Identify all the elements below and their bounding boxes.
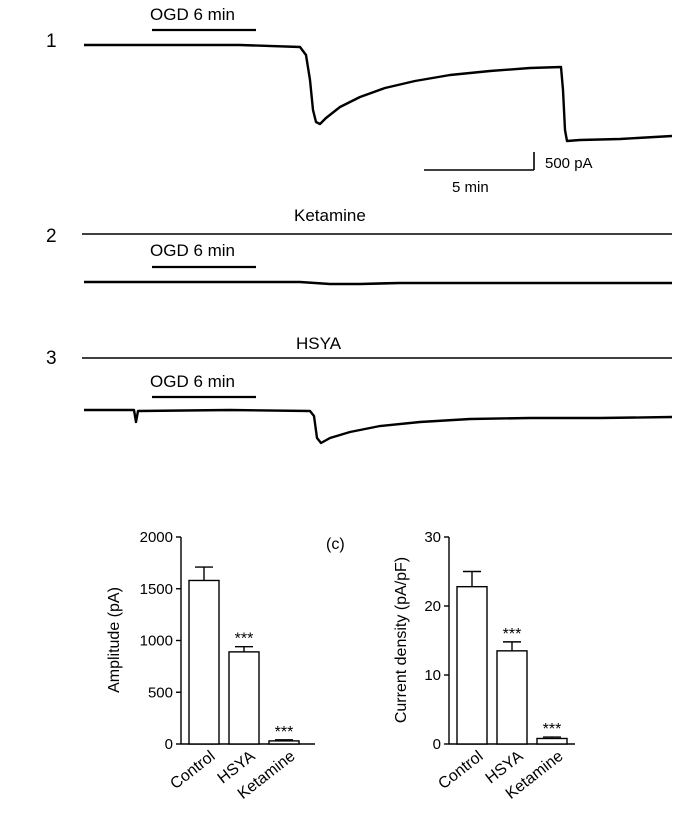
amplitude-bar-hsya	[228, 651, 260, 745]
trace-1-ogd-label: OGD 6 min	[150, 5, 235, 24]
trace-3-number: 3	[46, 348, 57, 369]
amplitude-y-tick-label: 2000	[140, 529, 173, 546]
current-density-y-tick-label: 0	[433, 736, 441, 753]
trace-2-number: 2	[46, 226, 57, 247]
current-density-bar-control	[456, 585, 488, 745]
trace-3-current	[84, 408, 673, 445]
trace-row-1: 1 OGD 6 min	[46, 5, 673, 143]
amplitude-bar-ketamine	[268, 740, 300, 745]
current-density-significance-marker: ***	[503, 626, 522, 643]
amplitude-bar-control	[188, 579, 220, 745]
amplitude-category-label: Control	[167, 748, 218, 793]
current-density-category-label: Control	[435, 748, 486, 793]
trace-1-current	[84, 43, 673, 143]
amplitude-y-label: Amplitude (pA)	[106, 587, 123, 693]
current-scale-label: 500 pA	[545, 155, 593, 172]
current-density-bar-chart: Current density (pA/pF) 0 10 20 30 Control **…	[393, 529, 575, 803]
amplitude-y-tick-label: 1000	[140, 633, 173, 650]
trace-3-ogd-label: OGD 6 min	[150, 372, 235, 391]
trace-row-2: 2 Ketamine OGD 6 min	[46, 206, 672, 286]
time-scale-label: 5 min	[452, 179, 489, 196]
amplitude-significance-marker: ***	[275, 724, 294, 741]
panel-c-label: (c)	[326, 536, 345, 553]
current-density-bar-ketamine	[536, 737, 568, 745]
amplitude-y-tick-label: 0	[165, 736, 173, 753]
amplitude-y-tick-label: 500	[148, 684, 173, 701]
trace-2-current	[84, 280, 672, 286]
current-density-significance-marker: ***	[543, 721, 562, 738]
current-density-y-tick-label: 10	[424, 667, 441, 684]
amplitude-bar-chart: Amplitude (pA) 0 500 1000 1500 2000 Control **…	[106, 529, 315, 803]
current-density-y-tick-label: 30	[424, 529, 441, 546]
trace-row-3: 3 HSYA OGD 6 min	[46, 334, 673, 445]
scale-bar: 5 min 500 pA	[424, 152, 593, 196]
trace-2-drug-label: Ketamine	[294, 206, 366, 225]
current-density-bar-hsya	[496, 650, 528, 745]
amplitude-significance-marker: ***	[235, 631, 254, 648]
trace-3-drug-label: HSYA	[296, 334, 342, 353]
trace-2-ogd-label: OGD 6 min	[150, 241, 235, 260]
current-density-y-label: Current density (pA/pF)	[393, 557, 410, 723]
amplitude-y-tick-label: 1500	[140, 581, 173, 598]
current-density-y-tick-label: 20	[424, 598, 441, 615]
trace-1-number: 1	[46, 31, 57, 52]
